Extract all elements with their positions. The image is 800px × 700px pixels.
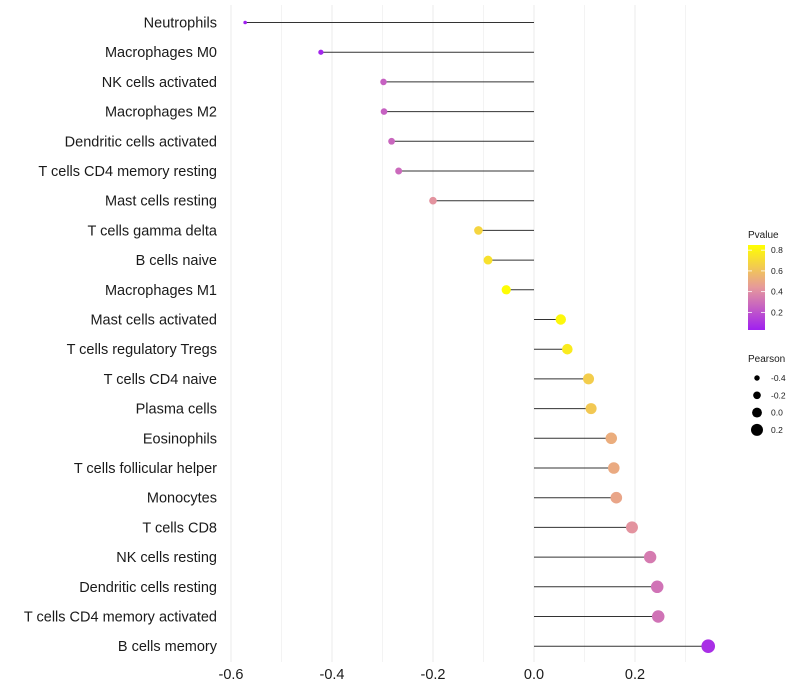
y-axis-label: Dendritic cells resting [79,580,217,596]
y-axis-label: T cells follicular helper [74,461,217,477]
color-bar-tick-label: 0.8 [771,245,783,255]
lollipop-dot [585,403,597,415]
color-bar-tick-label: 0.4 [771,287,783,297]
legend: Pvalue 0.8 0.6 0.4 0.2 Pearson -0.4 -0.2 0.0 0… [748,230,786,436]
lollipop-dot [555,314,566,325]
size-legend-label: 0.0 [771,408,783,418]
size-legend-label: -0.2 [771,390,786,400]
lollipop-dot [650,580,664,594]
size-legend-keys: -0.4 -0.2 0.0 0.2 [750,373,786,436]
grid-lines [230,5,686,662]
y-axis-label: Macrophages M0 [105,45,217,61]
lollipop-dot [429,196,437,205]
y-axis-label: Dendritic cells activated [65,134,217,150]
x-axis-tick-labels: -0.6 -0.4 -0.2 0.0 0.2 [219,667,646,683]
color-bar-tick-label: 0.6 [771,266,783,276]
lollipop-stems [245,22,709,647]
size-legend-dot [754,375,760,381]
y-axis-label: B cells naive [136,253,217,269]
lollipop-dot [501,285,511,295]
lollipop-dot [610,491,623,504]
color-bar-ticks: 0.8 0.6 0.4 0.2 [748,245,783,317]
size-legend-label: 0.2 [771,425,783,435]
y-axis-label: T cells regulatory Tregs [67,342,217,358]
y-axis-label: Mast cells resting [105,194,217,210]
y-axis-label: NK cells activated [102,75,217,91]
lollipop-dot [608,462,620,474]
y-axis-label: NK cells resting [116,550,217,566]
color-bar [748,245,765,330]
lollipop-dots [243,20,716,653]
lollipop-dot [388,137,395,145]
y-axis-label: Plasma cells [136,402,217,418]
x-tick-label: -0.4 [320,667,345,683]
lollipop-dot [625,521,638,534]
y-axis-label: T cells gamma delta [88,223,218,239]
lollipop-dot [643,550,657,564]
size-legend-title: Pearson [748,354,785,365]
color-bar-tick-label: 0.2 [771,307,783,317]
lollipop-dot [474,226,483,235]
y-axis-label: T cells CD4 memory activated [24,610,217,626]
x-tick-label: -0.6 [219,667,244,683]
lollipop-dot [395,167,403,175]
size-legend-dot [753,391,761,400]
size-legend-dot [752,407,762,418]
lollipop-dot [605,432,618,445]
y-axis-label: Neutrophils [144,16,217,32]
y-axis-label: Macrophages M2 [105,105,217,121]
lollipop-dot [701,639,716,653]
y-axis-labels: Neutrophils Macrophages M0 NK cells activa… [24,16,218,656]
y-axis-label: Monocytes [147,491,217,507]
lollipop-dot [243,20,247,25]
lollipop-dot [651,610,665,623]
color-legend-title: Pvalue [748,230,779,241]
y-axis-label: T cells CD8 [142,520,217,536]
y-axis-label: Macrophages M1 [105,283,217,299]
x-tick-label: 0.2 [625,667,645,683]
y-axis-label: B cells memory [118,639,218,655]
y-axis-label: T cells CD4 naive [104,372,217,388]
lollipop-dot [380,78,387,86]
y-axis-label: Eosinophils [143,431,217,447]
size-legend-dot [750,423,764,436]
size-legend-label: -0.4 [771,373,786,383]
lollipop-dot [562,343,573,355]
lollipop-dot [483,255,493,265]
x-tick-label: -0.2 [421,667,446,683]
lollipop-dot [583,373,595,385]
y-axis-label: Mast cells activated [90,313,217,329]
lollipop-dot [318,49,324,55]
y-axis-label: T cells CD4 memory resting [38,164,217,180]
lollipop-dot [380,108,388,115]
x-tick-label: 0.0 [524,667,544,683]
